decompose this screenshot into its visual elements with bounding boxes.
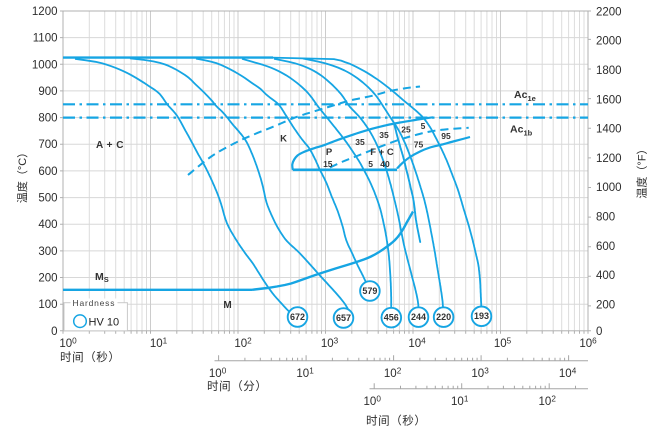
svg-text:300: 300 xyxy=(38,246,57,258)
svg-text:2000: 2000 xyxy=(596,36,622,48)
svg-text:1100: 1100 xyxy=(33,33,58,45)
svg-text:温度（°F）: 温度（°F） xyxy=(635,143,649,198)
svg-text:35: 35 xyxy=(379,130,389,140)
svg-text:75: 75 xyxy=(414,139,424,149)
svg-text:456: 456 xyxy=(384,313,399,323)
svg-text:500: 500 xyxy=(38,193,57,205)
svg-text:HV 10: HV 10 xyxy=(89,317,120,329)
svg-text:95: 95 xyxy=(441,131,451,141)
svg-text:1800: 1800 xyxy=(596,65,622,77)
svg-text:温度（°C）: 温度（°C） xyxy=(15,147,29,203)
svg-text:0: 0 xyxy=(51,326,57,338)
svg-text:1000: 1000 xyxy=(596,182,622,194)
svg-text:1200: 1200 xyxy=(32,6,58,18)
svg-text:700: 700 xyxy=(38,139,57,151)
svg-text:400: 400 xyxy=(38,219,57,231)
svg-text:1400: 1400 xyxy=(596,124,622,136)
svg-text:时间（分）: 时间（分） xyxy=(207,380,268,393)
svg-text:时间（秒）: 时间（秒） xyxy=(366,414,427,428)
svg-text:5: 5 xyxy=(421,121,426,131)
svg-text:900: 900 xyxy=(38,86,57,98)
svg-text:1000: 1000 xyxy=(32,59,58,71)
svg-text:F + C: F + C xyxy=(370,147,394,158)
svg-text:220: 220 xyxy=(436,312,451,322)
svg-text:672: 672 xyxy=(290,312,305,322)
svg-text:200: 200 xyxy=(596,299,615,311)
svg-text:40: 40 xyxy=(380,159,390,169)
svg-text:2200: 2200 xyxy=(596,6,622,18)
svg-text:15: 15 xyxy=(323,159,333,169)
svg-text:400: 400 xyxy=(596,270,615,282)
svg-text:时间（秒）: 时间（秒） xyxy=(60,350,121,364)
svg-text:600: 600 xyxy=(38,166,57,178)
svg-text:100: 100 xyxy=(38,299,57,311)
svg-text:A + C: A + C xyxy=(96,140,124,151)
svg-text:657: 657 xyxy=(336,313,351,323)
svg-text:1600: 1600 xyxy=(596,94,622,106)
svg-text:800: 800 xyxy=(596,212,615,224)
svg-text:Hardness: Hardness xyxy=(73,298,116,308)
svg-text:200: 200 xyxy=(38,273,57,285)
svg-text:P: P xyxy=(326,147,333,158)
svg-text:244: 244 xyxy=(411,312,426,322)
svg-text:1200: 1200 xyxy=(596,153,622,165)
svg-text:5: 5 xyxy=(368,159,373,169)
svg-text:M: M xyxy=(223,300,231,311)
svg-text:579: 579 xyxy=(362,286,377,296)
svg-text:800: 800 xyxy=(38,113,57,125)
svg-text:35: 35 xyxy=(355,137,365,147)
svg-text:600: 600 xyxy=(596,241,615,253)
svg-text:0: 0 xyxy=(596,326,602,338)
svg-text:25: 25 xyxy=(401,125,411,135)
svg-text:193: 193 xyxy=(474,311,489,321)
svg-text:MS: MS xyxy=(95,271,109,284)
svg-text:K: K xyxy=(280,134,287,145)
